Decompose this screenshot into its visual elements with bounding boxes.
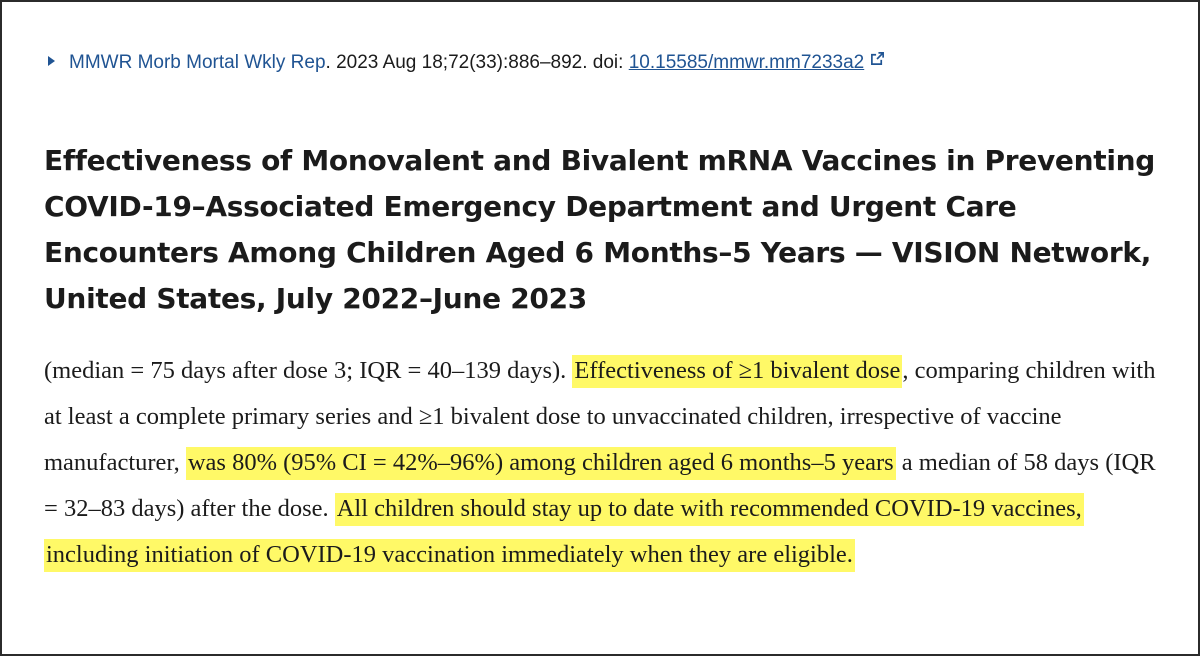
citation-line: MMWR Morb Mortal Wkly Rep. 2023 Aug 18;7… bbox=[48, 52, 885, 74]
doi-link[interactable]: 10.15585/mmwr.mm7233a2 bbox=[628, 52, 865, 74]
highlighted-text: was 80% (95% CI = 42%–96%) among childre… bbox=[185, 447, 896, 480]
summary-paragraph: (median = 75 days after dose 3; IQR = 40… bbox=[44, 348, 1164, 578]
journal-link[interactable]: MMWR Morb Mortal Wkly Rep bbox=[69, 52, 326, 74]
article-title: Effectiveness of Monovalent and Bivalent… bbox=[44, 144, 1155, 315]
disclosure-triangle-icon[interactable] bbox=[48, 56, 55, 66]
highlighted-text: Effectiveness of ≥1 bivalent dose bbox=[572, 355, 903, 388]
external-link-icon[interactable] bbox=[870, 50, 885, 72]
body-text-segment: , comparing children with at least a com… bbox=[44, 357, 1156, 476]
citation-details: . 2023 Aug 18;72(33):886–892. doi: bbox=[325, 52, 629, 74]
body-text-segment: a median of 58 days (IQR = 32–83 days) a… bbox=[44, 449, 1156, 522]
body-text-segment: (median = 75 days after dose 3; IQR = 40… bbox=[44, 357, 573, 384]
